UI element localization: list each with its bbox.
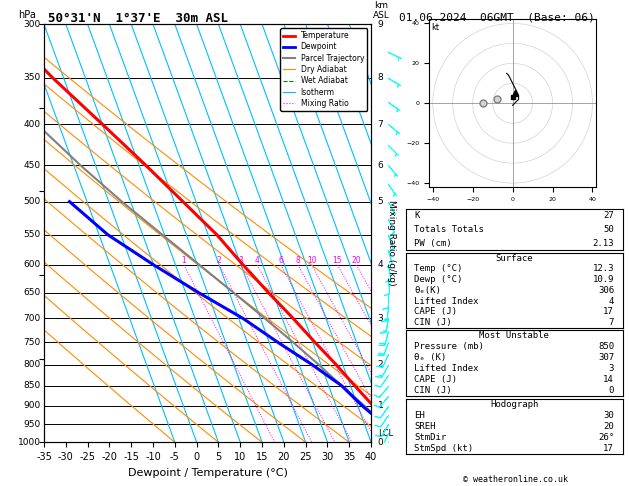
Text: 15: 15: [333, 256, 342, 265]
Text: 20: 20: [603, 422, 614, 431]
Text: Mixing Ratio (g/kg): Mixing Ratio (g/kg): [387, 200, 396, 286]
Text: 750: 750: [23, 338, 41, 347]
Text: 600: 600: [23, 260, 41, 269]
Text: 3: 3: [609, 364, 614, 373]
Text: StmSpd (kt): StmSpd (kt): [415, 444, 474, 453]
Text: θₑ (K): θₑ (K): [415, 353, 447, 363]
Text: SREH: SREH: [415, 422, 436, 431]
Text: 26°: 26°: [598, 433, 614, 442]
Text: 650: 650: [23, 288, 41, 297]
Text: Most Unstable: Most Unstable: [479, 331, 549, 341]
Text: 50: 50: [603, 225, 614, 234]
Text: 50°31'N  1°37'E  30m ASL: 50°31'N 1°37'E 30m ASL: [48, 12, 228, 25]
Text: Temp (°C): Temp (°C): [415, 264, 463, 273]
Text: 30: 30: [603, 411, 614, 420]
Text: PW (cm): PW (cm): [415, 239, 452, 248]
Text: 700: 700: [23, 314, 41, 323]
Text: 01.06.2024  06GMT  (Base: 06): 01.06.2024 06GMT (Base: 06): [399, 12, 595, 22]
Text: 9: 9: [377, 20, 384, 29]
Text: 12.3: 12.3: [593, 264, 614, 273]
Text: km
ASL: km ASL: [372, 0, 389, 20]
Text: 1: 1: [182, 256, 186, 265]
Text: 5: 5: [377, 197, 384, 206]
Text: 0: 0: [609, 386, 614, 395]
Text: StmDir: StmDir: [415, 433, 447, 442]
Text: 10: 10: [307, 256, 316, 265]
Text: 500: 500: [23, 197, 41, 206]
X-axis label: Dewpoint / Temperature (°C): Dewpoint / Temperature (°C): [128, 468, 287, 478]
Text: 6: 6: [278, 256, 283, 265]
Text: 4: 4: [609, 296, 614, 306]
Text: © weatheronline.co.uk: © weatheronline.co.uk: [464, 474, 568, 484]
Text: 4: 4: [255, 256, 260, 265]
Text: 17: 17: [603, 444, 614, 453]
Text: 850: 850: [598, 342, 614, 351]
Text: 3: 3: [377, 314, 384, 323]
Text: 8: 8: [377, 73, 384, 82]
Text: kt: kt: [431, 23, 439, 33]
Text: 2: 2: [217, 256, 221, 265]
Text: 307: 307: [598, 353, 614, 363]
Text: Dewp (°C): Dewp (°C): [415, 275, 463, 284]
Text: 800: 800: [23, 360, 41, 369]
Text: Pressure (mb): Pressure (mb): [415, 342, 484, 351]
Text: 17: 17: [603, 308, 614, 316]
Text: 6: 6: [377, 160, 384, 170]
Text: 1: 1: [377, 401, 384, 410]
Text: 8: 8: [296, 256, 300, 265]
Text: LCL: LCL: [377, 429, 392, 438]
Text: EH: EH: [415, 411, 425, 420]
Text: 3: 3: [239, 256, 243, 265]
Text: 2: 2: [377, 360, 383, 369]
Text: hPa: hPa: [18, 10, 36, 20]
Text: CAPE (J): CAPE (J): [415, 308, 457, 316]
Text: Lifted Index: Lifted Index: [415, 296, 479, 306]
Text: 20: 20: [352, 256, 361, 265]
Text: 1000: 1000: [18, 438, 41, 447]
Text: 4: 4: [377, 260, 383, 269]
Text: 10.9: 10.9: [593, 275, 614, 284]
Text: θₑ(K): θₑ(K): [415, 286, 442, 295]
Text: 900: 900: [23, 401, 41, 410]
Text: Surface: Surface: [496, 254, 533, 262]
Text: CAPE (J): CAPE (J): [415, 375, 457, 384]
Text: 2.13: 2.13: [593, 239, 614, 248]
Text: Hodograph: Hodograph: [490, 399, 538, 409]
Text: CIN (J): CIN (J): [415, 318, 452, 327]
Text: 450: 450: [24, 160, 41, 170]
Text: 350: 350: [23, 73, 41, 82]
Text: 0: 0: [377, 438, 384, 447]
Text: Totals Totals: Totals Totals: [415, 225, 484, 234]
Text: 7: 7: [377, 120, 384, 129]
Text: 950: 950: [23, 420, 41, 429]
Text: CIN (J): CIN (J): [415, 386, 452, 395]
Text: K: K: [415, 211, 420, 220]
Text: 14: 14: [603, 375, 614, 384]
Text: 306: 306: [598, 286, 614, 295]
Text: Lifted Index: Lifted Index: [415, 364, 479, 373]
Legend: Temperature, Dewpoint, Parcel Trajectory, Dry Adiabat, Wet Adiabat, Isotherm, Mi: Temperature, Dewpoint, Parcel Trajectory…: [280, 28, 367, 111]
Text: 400: 400: [24, 120, 41, 129]
Text: 550: 550: [23, 230, 41, 239]
Text: 7: 7: [609, 318, 614, 327]
Text: 300: 300: [23, 20, 41, 29]
Text: 850: 850: [23, 382, 41, 390]
Text: 27: 27: [603, 211, 614, 220]
